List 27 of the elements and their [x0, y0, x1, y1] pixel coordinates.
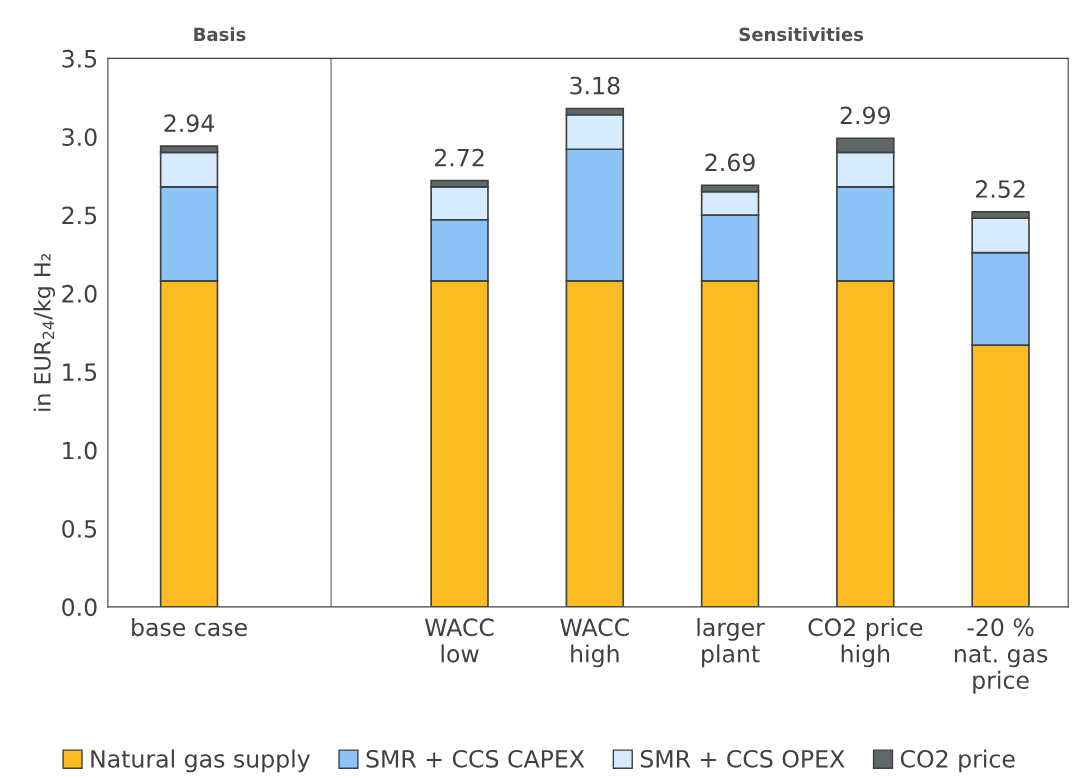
legend-label: Natural gas supply: [91, 749, 310, 773]
total-label: 2.72: [435, 148, 484, 167]
total-label: 2.94: [164, 114, 215, 133]
total-label: 3.18: [570, 76, 620, 95]
legend-label: SMR + CCS OPEX: [640, 749, 845, 768]
y-tick-label: 2.5: [62, 206, 97, 225]
total-label: 2.69: [705, 153, 755, 172]
total-label: 2.99: [840, 106, 890, 125]
y-tick-label: 0.0: [62, 598, 97, 617]
legend-label: CO2 price: [900, 749, 1015, 773]
x-tick-label: base case: [132, 617, 247, 637]
text: Sensitivities: [739, 27, 864, 42]
text: Basis: [194, 27, 246, 42]
y-tick-label: 1.0: [63, 441, 97, 460]
y-tick-label: 2.0: [62, 284, 97, 303]
x-tick-label: CO2 price high: [808, 617, 923, 668]
y-tick-label: 3.0: [62, 128, 97, 147]
x-tick-label: WACC low: [424, 618, 494, 663]
legend-label: SMR + CCS CAPEX: [366, 749, 585, 768]
x-tick-label: -20 % nat. gas price: [955, 618, 1048, 694]
total-label: 2.52: [976, 180, 1025, 198]
x-tick-label: WACC high: [560, 618, 629, 668]
y-tick-label: 1.5: [63, 363, 97, 382]
x-tick-label: larger plant: [697, 617, 765, 668]
y-tick-label: 0.5: [62, 519, 97, 538]
y-axis-title: in EUR$_{24}$/kg H₂: [33, 253, 56, 411]
y-tick-label: 3.5: [62, 49, 97, 68]
